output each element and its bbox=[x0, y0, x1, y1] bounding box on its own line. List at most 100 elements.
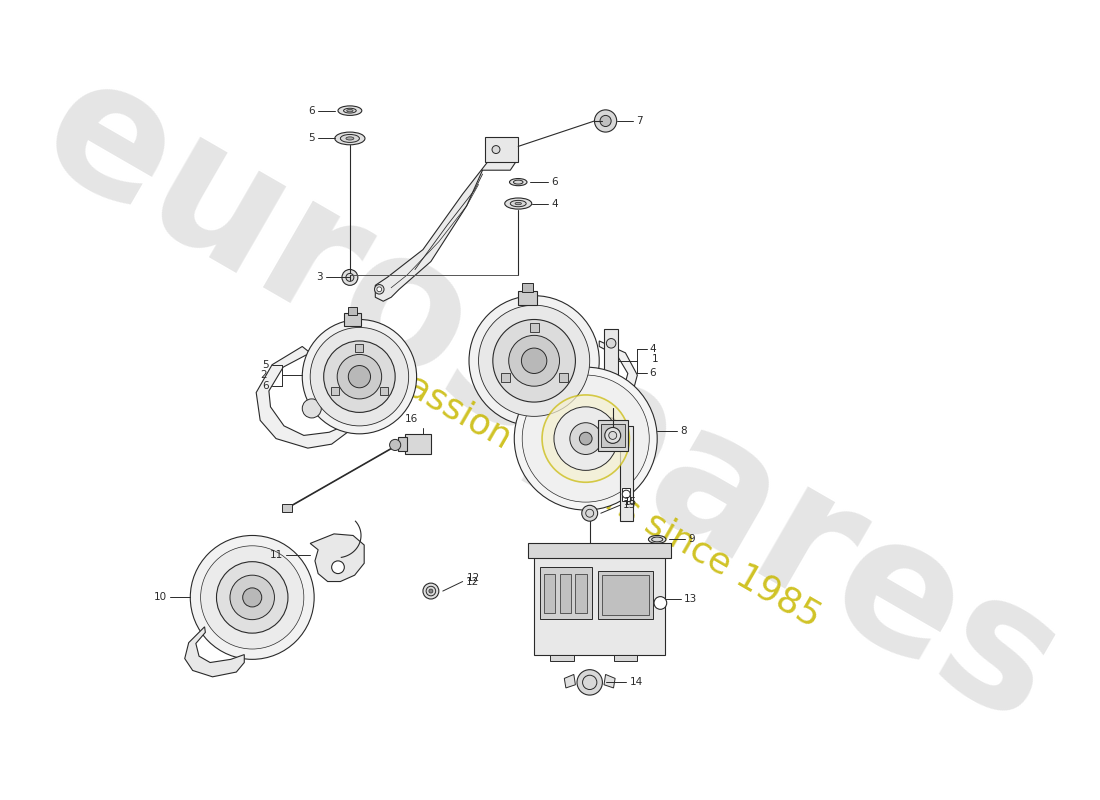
Circle shape bbox=[302, 399, 321, 418]
Text: 15: 15 bbox=[623, 500, 636, 510]
Ellipse shape bbox=[651, 537, 663, 542]
Text: 14: 14 bbox=[629, 678, 642, 687]
Circle shape bbox=[302, 319, 417, 434]
Text: 1: 1 bbox=[651, 354, 658, 364]
Text: 12: 12 bbox=[466, 574, 480, 583]
Bar bbox=[381, 387, 388, 395]
Bar bbox=[348, 306, 358, 314]
Bar bbox=[623, 488, 630, 501]
Circle shape bbox=[578, 670, 603, 695]
Circle shape bbox=[469, 296, 600, 426]
Circle shape bbox=[493, 319, 575, 402]
Circle shape bbox=[389, 439, 400, 450]
Circle shape bbox=[605, 427, 620, 443]
Text: 6: 6 bbox=[551, 177, 558, 187]
Ellipse shape bbox=[334, 132, 365, 145]
Circle shape bbox=[583, 675, 597, 690]
Circle shape bbox=[345, 274, 354, 282]
Circle shape bbox=[377, 287, 382, 292]
Bar bbox=[602, 575, 649, 615]
Ellipse shape bbox=[340, 134, 360, 142]
Circle shape bbox=[190, 535, 315, 659]
Bar bbox=[343, 313, 361, 326]
Bar bbox=[355, 344, 363, 352]
Text: 12: 12 bbox=[465, 577, 480, 586]
Bar bbox=[614, 654, 637, 661]
Circle shape bbox=[310, 327, 409, 426]
Text: 15: 15 bbox=[624, 497, 637, 507]
Polygon shape bbox=[564, 674, 575, 688]
Bar bbox=[601, 423, 625, 447]
Circle shape bbox=[331, 561, 344, 574]
Bar bbox=[597, 420, 628, 450]
Text: 8: 8 bbox=[680, 426, 686, 436]
Bar bbox=[397, 437, 407, 451]
Circle shape bbox=[200, 546, 304, 649]
Bar bbox=[560, 574, 571, 614]
Circle shape bbox=[570, 422, 602, 454]
Ellipse shape bbox=[346, 110, 353, 112]
Text: 5: 5 bbox=[262, 360, 268, 370]
Circle shape bbox=[342, 270, 358, 286]
Text: 2: 2 bbox=[260, 370, 266, 380]
Ellipse shape bbox=[509, 178, 527, 186]
Text: 11: 11 bbox=[270, 550, 283, 559]
Circle shape bbox=[323, 341, 395, 412]
Polygon shape bbox=[185, 626, 244, 677]
Text: a passion for cars since 1985: a passion for cars since 1985 bbox=[352, 341, 827, 634]
Bar bbox=[540, 567, 592, 619]
Ellipse shape bbox=[515, 202, 521, 205]
Bar bbox=[522, 283, 534, 293]
Text: 7: 7 bbox=[636, 116, 642, 126]
Text: 16: 16 bbox=[405, 414, 418, 424]
Bar bbox=[528, 543, 671, 558]
Circle shape bbox=[478, 305, 590, 416]
Text: 6: 6 bbox=[262, 381, 268, 391]
Bar bbox=[530, 323, 539, 332]
Ellipse shape bbox=[510, 200, 526, 206]
Circle shape bbox=[230, 575, 275, 620]
Text: 6: 6 bbox=[649, 368, 656, 378]
Bar bbox=[604, 329, 618, 436]
Bar bbox=[406, 434, 431, 454]
Text: 6: 6 bbox=[308, 106, 315, 116]
Polygon shape bbox=[375, 146, 518, 302]
Text: 3: 3 bbox=[317, 273, 323, 282]
Ellipse shape bbox=[343, 108, 356, 113]
Polygon shape bbox=[604, 674, 615, 688]
Text: 9: 9 bbox=[689, 534, 695, 545]
Polygon shape bbox=[256, 346, 348, 448]
Circle shape bbox=[338, 354, 382, 399]
Circle shape bbox=[606, 338, 616, 348]
Ellipse shape bbox=[426, 586, 436, 596]
Bar bbox=[550, 654, 574, 661]
Text: 4: 4 bbox=[649, 344, 656, 354]
Circle shape bbox=[217, 562, 288, 633]
Text: eurospares: eurospares bbox=[12, 39, 1088, 762]
Circle shape bbox=[374, 285, 384, 294]
Ellipse shape bbox=[429, 589, 433, 593]
Bar bbox=[283, 504, 292, 512]
Ellipse shape bbox=[338, 106, 362, 115]
Circle shape bbox=[606, 418, 616, 427]
Text: 10: 10 bbox=[154, 593, 167, 602]
Text: 13: 13 bbox=[684, 594, 697, 604]
Circle shape bbox=[542, 395, 629, 482]
Ellipse shape bbox=[345, 137, 354, 140]
Circle shape bbox=[585, 510, 594, 518]
Bar bbox=[485, 137, 518, 162]
Circle shape bbox=[600, 115, 612, 126]
Circle shape bbox=[654, 597, 667, 610]
Circle shape bbox=[243, 588, 262, 607]
Ellipse shape bbox=[649, 535, 666, 543]
Bar bbox=[543, 574, 554, 614]
Circle shape bbox=[554, 407, 617, 470]
Circle shape bbox=[522, 375, 649, 502]
Circle shape bbox=[508, 335, 560, 386]
Polygon shape bbox=[582, 341, 637, 414]
Ellipse shape bbox=[514, 180, 522, 184]
Bar bbox=[620, 426, 632, 521]
Bar bbox=[518, 291, 537, 305]
Circle shape bbox=[521, 348, 547, 374]
Ellipse shape bbox=[422, 583, 439, 599]
